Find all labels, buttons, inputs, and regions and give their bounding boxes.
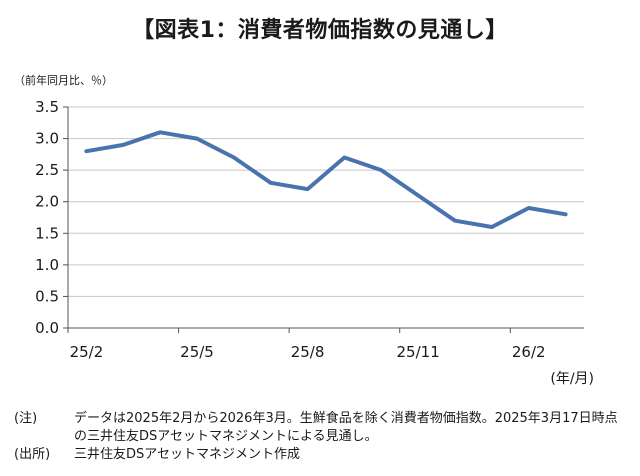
source-key: (出所) xyxy=(14,447,51,462)
chart-title: 【図表1：消費者物価指数の見通し】 xyxy=(132,18,508,43)
y-tick-label: 2.5 xyxy=(35,161,59,179)
y-axis-unit-label: （前年同月比、％） xyxy=(14,74,113,87)
note-row: (注) データは2025年2月から2026年3月。生鮮食品を除く消費者物価指数。… xyxy=(14,410,630,446)
y-tick-label: 0.5 xyxy=(35,287,59,305)
note-key: (注) xyxy=(14,411,38,426)
y-tick-label: 1.0 xyxy=(35,256,59,274)
x-tick-labels: 25/2 25/5 25/8 25/11 26/2 xyxy=(70,343,546,361)
x-tick-label: 25/5 xyxy=(180,343,214,361)
x-tick-label: 26/2 xyxy=(512,343,546,361)
x-axis-unit-label: (年/月) xyxy=(550,371,594,387)
y-tick-label: 3.5 xyxy=(35,98,59,116)
x-tick-label: 25/2 xyxy=(70,343,104,361)
source-row: (出所) 三井住友DSアセットマネジメント作成 xyxy=(14,446,630,464)
y-tick-label: 1.5 xyxy=(35,224,59,242)
x-tick-label: 25/8 xyxy=(291,343,325,361)
gridlines xyxy=(68,106,584,297)
y-tick-labels: 3.5 3.0 2.5 2.0 1.5 1.0 0.5 0.0 xyxy=(35,98,59,337)
y-tick-label: 2.0 xyxy=(35,193,59,211)
y-tick-label: 3.0 xyxy=(35,130,59,148)
x-tick-label: 25/11 xyxy=(397,343,440,361)
footnotes: (注) データは2025年2月から2026年3月。生鮮食品を除く消費者物価指数。… xyxy=(14,410,630,464)
cpi-series-line xyxy=(84,130,568,229)
y-tick-label: 0.0 xyxy=(35,319,59,337)
axes xyxy=(63,106,584,333)
note-text: データは2025年2月から2026年3月。生鮮食品を除く消費者物価指数。2025… xyxy=(74,411,618,444)
source-text: 三井住友DSアセットマネジメント作成 xyxy=(74,447,301,462)
